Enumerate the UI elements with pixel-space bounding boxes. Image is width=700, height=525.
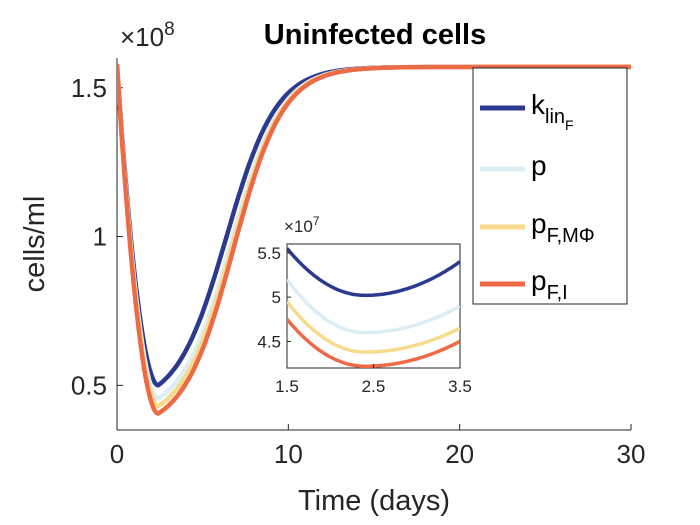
- inset-frame: [286, 243, 461, 369]
- x-tick-label: 10: [274, 439, 303, 469]
- series-line-3: [117, 63, 631, 416]
- main-axes: 0 10 20 30 0.5 1 1.5: [71, 58, 646, 469]
- inset-x-tick-label: 3.5: [448, 377, 472, 396]
- inset-x-tick-label: 2.5: [362, 377, 386, 396]
- x-tick-label: 0: [110, 439, 124, 469]
- inset-y-exponent-label: ×107: [284, 214, 320, 236]
- inset-y-tick-label: 4.5: [257, 332, 281, 351]
- legend-label-2: pF,MΦ: [531, 208, 595, 247]
- inset-axes: 1.5 2.5 3.5 4.5 5 5.5: [257, 244, 471, 396]
- legend: klinF p pF,MΦ pF,I: [472, 67, 628, 305]
- inset-y-tick-label: 5.5: [257, 244, 281, 263]
- y-axis-label: cells/ml: [19, 196, 51, 293]
- y-tick-label: 1: [93, 222, 107, 252]
- inset-x-tick-label: 1.5: [275, 377, 299, 396]
- legend-label-1: p: [531, 150, 547, 181]
- inset-series-line-0: [287, 247, 460, 298]
- inset-series-line-1: [287, 278, 460, 335]
- y-exponent-label: ×108: [120, 19, 175, 52]
- chart-title: Uninfected cells: [264, 19, 486, 51]
- x-tick-label: 20: [445, 439, 474, 469]
- y-tick-label: 1.5: [71, 73, 107, 103]
- y-tick-label: 0.5: [71, 370, 107, 400]
- inset-chart: 1.5 2.5 3.5 4.5 5 5.5 ×107: [257, 214, 471, 396]
- inset-series-line-2: [287, 300, 460, 354]
- legend-box: [472, 67, 628, 305]
- legend-label-3: pF,I: [531, 265, 568, 304]
- x-axis-label: Time (days): [298, 485, 450, 517]
- main-series-lines: [117, 63, 631, 416]
- x-tick-label: 30: [617, 439, 646, 469]
- inset-y-tick-label: 5: [272, 288, 281, 307]
- legend-label-0: klinF: [531, 89, 574, 133]
